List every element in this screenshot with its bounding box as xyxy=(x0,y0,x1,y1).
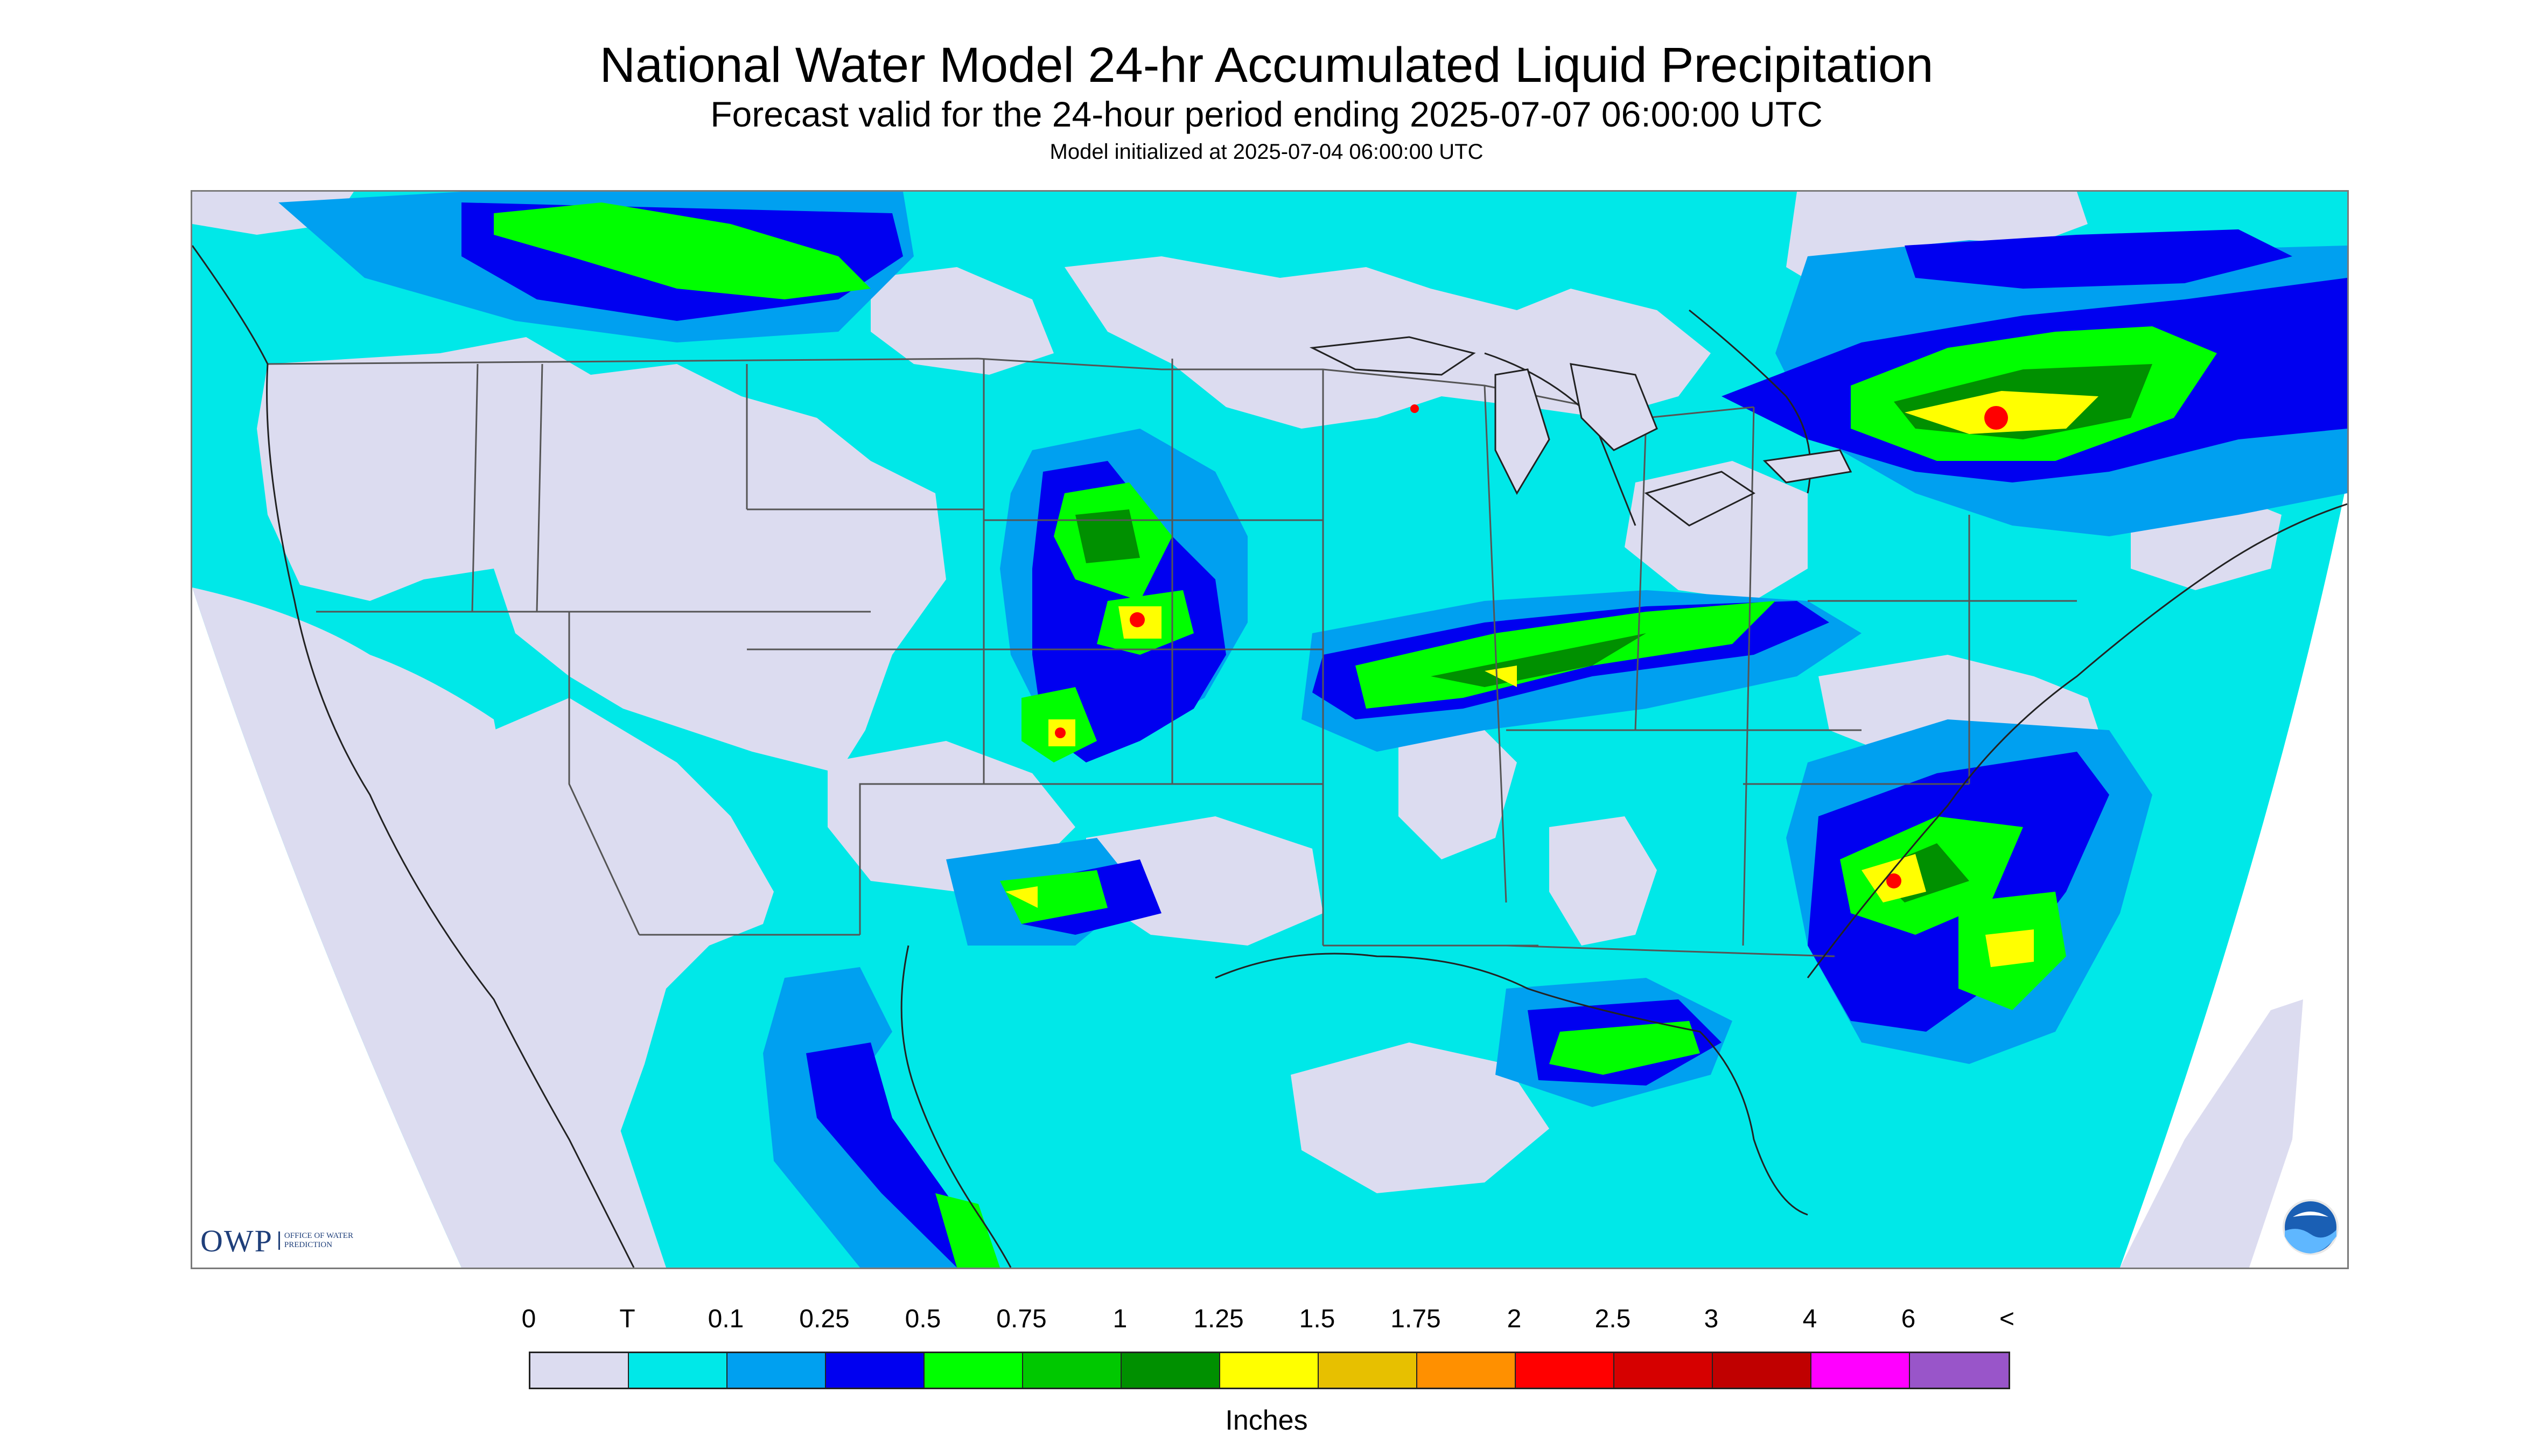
legend-label: 1 xyxy=(1112,1305,1128,1333)
legend-label: 0.1 xyxy=(708,1305,744,1333)
legend-swatch xyxy=(1319,1353,1417,1388)
legend-label: 0.75 xyxy=(996,1305,1047,1333)
legend-swatch xyxy=(629,1353,727,1388)
state-boundaries xyxy=(267,358,2077,957)
legend-swatch xyxy=(1516,1353,1614,1388)
model-init-caption: Model initialized at 2025-07-04 06:00:00… xyxy=(1049,140,1484,164)
legend-label: T xyxy=(619,1305,635,1333)
legend-swatch xyxy=(1220,1353,1319,1388)
legend-label: 4 xyxy=(1802,1305,1817,1333)
forecast-valid-subtitle: Forecast valid for the 24-hour period en… xyxy=(710,94,1823,134)
legend-swatch xyxy=(1910,1353,2009,1388)
owp-logo: OWP OFFICE OF WATER PREDICTION xyxy=(200,1223,365,1258)
great-lakes xyxy=(1309,336,1852,527)
legend-swatch xyxy=(1713,1353,1811,1388)
legend-swatch xyxy=(1023,1353,1122,1388)
legend-swatch xyxy=(1122,1353,1220,1388)
legend-label: 1.75 xyxy=(1390,1305,1441,1333)
page-title: National Water Model 24-hr Accumulated L… xyxy=(599,38,1934,93)
peak-precip-areas xyxy=(1055,404,2008,888)
precipitation-map[interactable] xyxy=(191,190,2349,1269)
legend-label: 2.5 xyxy=(1594,1305,1631,1333)
legend-swatch xyxy=(1417,1353,1516,1388)
legend-label: 2 xyxy=(1507,1305,1522,1333)
noaa-logo xyxy=(2283,1199,2339,1255)
legend-swatch xyxy=(925,1353,1023,1388)
legend-swatch xyxy=(1614,1353,1713,1388)
legend-swatch xyxy=(1811,1353,1910,1388)
owp-logo-mark: OWP xyxy=(200,1223,273,1258)
owp-logo-text: OFFICE OF WATER PREDICTION xyxy=(278,1231,365,1250)
legend-label: < xyxy=(1999,1305,2015,1333)
legend-label: 0.5 xyxy=(905,1305,941,1333)
legend-units-label: Inches xyxy=(1225,1405,1308,1436)
legend-colorbar xyxy=(529,1352,2010,1389)
legend-label: 6 xyxy=(1901,1305,1916,1333)
legend-swatch xyxy=(727,1353,826,1388)
legend-labels: 0 T 0.1 0.25 0.5 0.75 1 1.25 1.5 1.75 2 2.5 3 4 6 < xyxy=(0,1303,2533,1341)
legend-label: 0.25 xyxy=(799,1305,850,1333)
legend-label: 3 xyxy=(1704,1305,1719,1333)
legend-label: 0 xyxy=(521,1305,536,1333)
legend-label: 1.25 xyxy=(1193,1305,1244,1333)
legend-swatch xyxy=(530,1353,629,1388)
extreme-precip-areas xyxy=(1005,391,2098,967)
legend-label: 1.5 xyxy=(1299,1305,1335,1333)
legend-swatch xyxy=(826,1353,925,1388)
